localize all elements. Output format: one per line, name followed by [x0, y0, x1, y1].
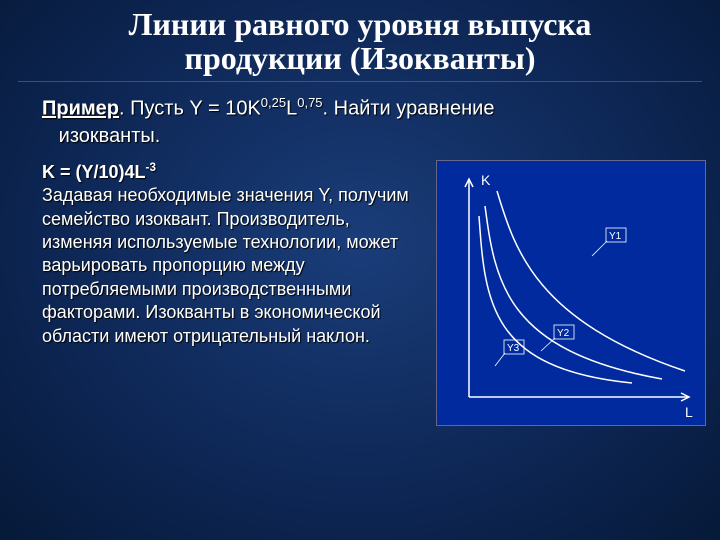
eq-exp: -3	[146, 161, 156, 174]
svg-text:K: K	[481, 172, 491, 188]
body-text: Задавая необходимые значения Y, получим …	[42, 185, 409, 345]
svg-text:L: L	[685, 404, 693, 420]
title-divider	[18, 81, 702, 82]
eq-pre: K = (Y/10)4L	[42, 162, 146, 182]
prompt-seg1: . Пусть Y = 10K	[119, 98, 261, 120]
prompt-exp2: 0,75	[297, 95, 322, 110]
content-row: K = (Y/10)4L-3 Задавая необходимые значе…	[42, 160, 706, 426]
chart-svg: K L Y1 Y2 Y3	[437, 161, 705, 425]
example-prompt: Пример. Пусть Y = 10K0,25L0,75. Найти ур…	[42, 94, 690, 150]
title-line1: Линии равного уровня выпуска	[129, 6, 592, 42]
title-line2: продукции (Изокванты)	[185, 40, 536, 76]
isoquant-chart: K L Y1 Y2 Y3	[436, 160, 706, 426]
explanation-text: K = (Y/10)4L-3 Задавая необходимые значе…	[42, 160, 418, 426]
equation: K = (Y/10)4L-3	[42, 162, 156, 182]
prompt-exp1: 0,25	[261, 95, 286, 110]
prompt-mid: L	[286, 98, 297, 120]
prompt-label: Пример	[42, 98, 119, 120]
svg-text:Y2: Y2	[557, 328, 570, 339]
svg-text:Y1: Y1	[609, 231, 622, 242]
svg-text:Y3: Y3	[507, 343, 520, 354]
slide-title: Линии равного уровня выпуска продукции (…	[0, 0, 720, 75]
prompt-line2: изокванты.	[59, 125, 161, 147]
prompt-tail: . Найти уравнение	[323, 98, 495, 120]
